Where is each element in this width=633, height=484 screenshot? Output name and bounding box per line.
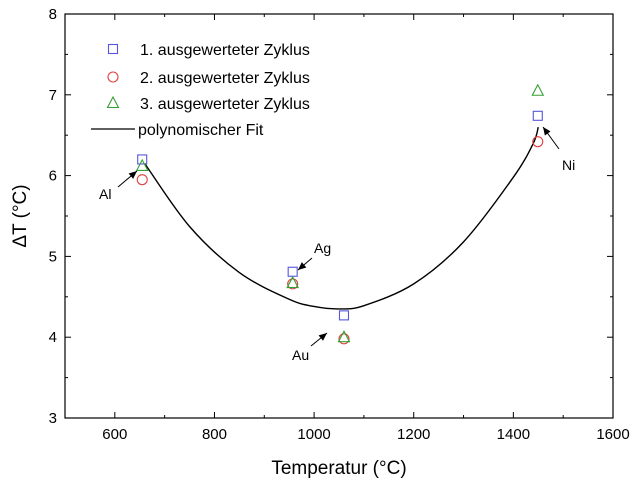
fit-curve: [144, 126, 539, 310]
x-tick-label: 800: [202, 426, 227, 443]
x-tick-label: 1400: [497, 426, 530, 443]
legend-label: 2. ausgewerteter Zyklus: [140, 70, 310, 87]
data-point-series-3: [135, 158, 149, 171]
y-tick-label: 7: [49, 87, 57, 104]
annotation-label: Au: [292, 347, 309, 363]
data-point-series-1: [137, 154, 148, 165]
x-axis-title: Temperatur (°C): [271, 458, 406, 479]
annotation-arrow-head: [128, 171, 137, 179]
legend: 1. ausgewerteter Zyklus 2. ausgewerteter …: [91, 42, 310, 139]
y-tick-label: 8: [49, 6, 57, 23]
annotation-label: Ag: [314, 240, 331, 256]
legend-swatch: [107, 71, 119, 83]
data-point-series-3: [286, 275, 300, 289]
legend-label: polynomischer Fit: [138, 122, 264, 139]
legend-swatch: [106, 95, 120, 109]
fit-layer: [144, 126, 539, 310]
legend-label: 3. ausgewerteter Zyklus: [140, 96, 310, 113]
axis-ticks: 600 800 1000 1200 1400 1600 3 4 5 6 7 8: [49, 6, 630, 443]
y-tick-label: 3: [49, 410, 57, 427]
legend-label: 1. ausgewerteter Zyklus: [140, 42, 310, 59]
x-tick-label: 1600: [596, 426, 629, 443]
y-tick-label: 4: [49, 329, 57, 346]
data-point-series-2: [136, 174, 148, 186]
points-layer: [135, 83, 545, 345]
annotation-arrow-head: [298, 262, 307, 270]
y-tick-label: 5: [49, 248, 57, 265]
annotation-label: Al: [99, 186, 111, 202]
data-point-series-1: [532, 110, 543, 121]
y-axis-title: ΔT (°C): [10, 184, 31, 247]
x-tick-label: 600: [102, 426, 127, 443]
data-point-series-2: [532, 136, 544, 148]
data-point-series-3: [531, 83, 545, 96]
annotation-arrow-head: [318, 333, 327, 341]
data-point-series-2: [338, 333, 350, 345]
annotation-label: Ni: [562, 157, 575, 173]
y-tick-label: 6: [49, 168, 57, 185]
data-point-series-3: [337, 330, 351, 343]
data-point-series-2: [287, 278, 299, 290]
annotation-layer: Al Ag Au Ni: [99, 126, 575, 363]
data-point-series-1: [287, 266, 298, 277]
annotation-arrow-head: [543, 127, 551, 136]
data-point-series-1: [338, 310, 350, 321]
x-tick-label: 1000: [297, 426, 330, 443]
legend-swatch: [107, 43, 119, 55]
x-tick-label: 1200: [397, 426, 430, 443]
